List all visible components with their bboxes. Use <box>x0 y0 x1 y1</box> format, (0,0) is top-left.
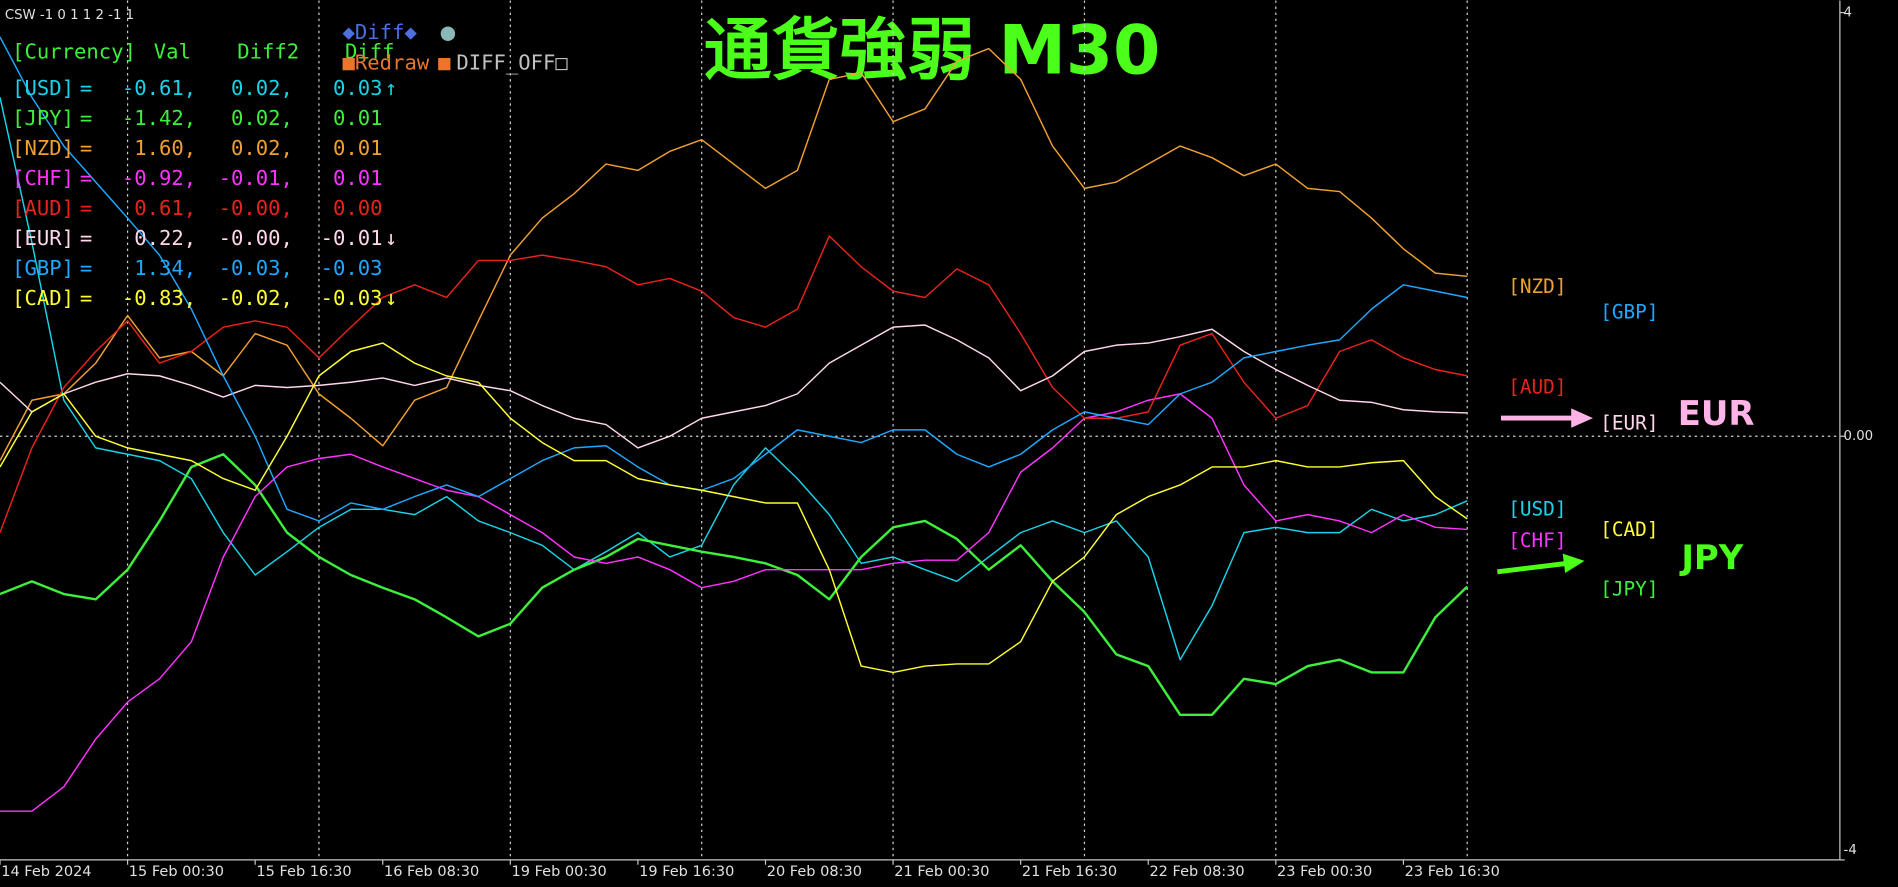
panel-val: 0.61, <box>134 196 196 220</box>
currency-name: [EUR] <box>12 226 74 250</box>
panel-val: -0.92, <box>122 166 196 190</box>
x-tick-label: 23 Feb 00:30 <box>1277 864 1372 880</box>
panel-diff: 0.03 <box>333 76 383 100</box>
series-label: [NZD] <box>1508 275 1566 298</box>
arrow-head <box>1571 408 1593 428</box>
panel-diff2: 0.02, <box>231 106 293 130</box>
panel-eq: = <box>80 106 92 130</box>
currency-name: [JPY] <box>12 106 74 130</box>
panel-header: Diff <box>345 40 395 64</box>
currency-name: [USD] <box>12 76 74 100</box>
panel-diff: 0.00 <box>333 196 383 220</box>
panel-diff2: -0.02, <box>219 286 293 310</box>
currency-name: [CAD] <box>12 286 74 310</box>
series-line <box>0 453 1469 717</box>
control-button[interactable]: ■Redraw <box>343 50 430 74</box>
x-tick-label: 16 Feb 08:30 <box>384 864 479 880</box>
series-line <box>0 324 1468 449</box>
x-tick-label: 15 Feb 00:30 <box>129 864 224 880</box>
chart-title: 通貨強弱 M30 <box>704 10 1160 89</box>
x-tick-label: 22 Feb 08:30 <box>1149 864 1244 880</box>
panel-diff2: 0.02, <box>231 136 293 160</box>
currency-name: [NZD] <box>12 136 74 160</box>
x-tick-label: 19 Feb 16:30 <box>639 864 734 880</box>
panel-diff2: -0.00, <box>219 226 293 250</box>
panel-diff: -0.03 <box>321 286 383 310</box>
y-tick-label: 4 <box>1844 6 1852 21</box>
series-label: [AUD] <box>1508 375 1566 398</box>
series-line <box>0 36 1468 522</box>
x-tick-label: 23 Feb 16:30 <box>1405 864 1500 880</box>
panel-diff: -0.01 <box>321 226 383 250</box>
indicator-label: CSW -1 0 1 1 2 -1 1 <box>5 8 134 23</box>
panel-diff: 0.01 <box>333 136 383 160</box>
panel-eq: = <box>80 136 92 160</box>
series-line <box>0 235 1468 533</box>
panel-diff2: -0.00, <box>219 196 293 220</box>
series-line <box>0 47 1468 461</box>
control-button[interactable]: ◆Diff◆ <box>343 20 418 44</box>
panel-diff2: 0.02, <box>231 76 293 100</box>
arrow-head <box>1562 553 1585 574</box>
arrow <box>1497 560 1568 575</box>
control-button[interactable]: ■ <box>438 50 451 74</box>
panel-eq: = <box>80 286 92 310</box>
currency-name: [CHF] <box>12 166 74 190</box>
panel-val: 1.60, <box>134 136 196 160</box>
panel-val: -0.61, <box>122 76 196 100</box>
panel-val: -0.83, <box>122 286 196 310</box>
annotation: JPY <box>1679 538 1743 577</box>
panel-val: -1.42, <box>122 106 196 130</box>
panel-diff2: -0.01, <box>219 166 293 190</box>
series-line <box>0 393 1468 812</box>
series-label: [EUR] <box>1600 412 1658 435</box>
panel-arrow: ↑ <box>385 76 397 100</box>
currency-name: [GBP] <box>12 256 74 280</box>
panel-diff: 0.01 <box>333 106 383 130</box>
x-tick-label: 15 Feb 16:30 <box>256 864 351 880</box>
panel-arrow: ↓ <box>385 286 397 310</box>
panel-diff: -0.03 <box>321 256 383 280</box>
y-tick-label: 0.00 <box>1844 429 1874 444</box>
series-label: [CHF] <box>1508 529 1566 552</box>
panel-eq: = <box>80 166 92 190</box>
panel-eq: = <box>80 196 92 220</box>
panel-val: 1.34, <box>134 256 196 280</box>
panel-diff2: -0.03, <box>219 256 293 280</box>
series-label: [GBP] <box>1600 300 1658 323</box>
control-button[interactable]: ● <box>441 18 456 46</box>
annotation: EUR <box>1678 394 1755 433</box>
panel-header: Diff2 <box>237 40 299 64</box>
series-label: [JPY] <box>1600 577 1658 600</box>
x-tick-label: 21 Feb 00:30 <box>894 864 989 880</box>
x-tick-label: 20 Feb 08:30 <box>767 864 862 880</box>
panel-eq: = <box>80 226 92 250</box>
y-tick-label: -4 <box>1844 843 1857 858</box>
x-tick-label: 21 Feb 16:30 <box>1022 864 1117 880</box>
panel-header: [Currency] <box>12 40 136 64</box>
x-tick-label: 14 Feb 2024 <box>1 864 91 880</box>
series-line <box>0 97 1468 661</box>
series-label: [CAD] <box>1600 518 1658 541</box>
control-button[interactable]: DIFF_OFF□ <box>456 50 568 74</box>
panel-arrow: ↓ <box>385 226 397 250</box>
series-line <box>0 342 1468 674</box>
panel-header: Val <box>154 40 191 64</box>
panel-eq: = <box>80 76 92 100</box>
series-label: [USD] <box>1508 498 1566 521</box>
panel-diff: 0.01 <box>333 166 383 190</box>
currency-name: [AUD] <box>12 196 74 220</box>
panel-eq: = <box>80 256 92 280</box>
panel-val: 0.22, <box>134 226 196 250</box>
x-tick-label: 19 Feb 00:30 <box>512 864 607 880</box>
